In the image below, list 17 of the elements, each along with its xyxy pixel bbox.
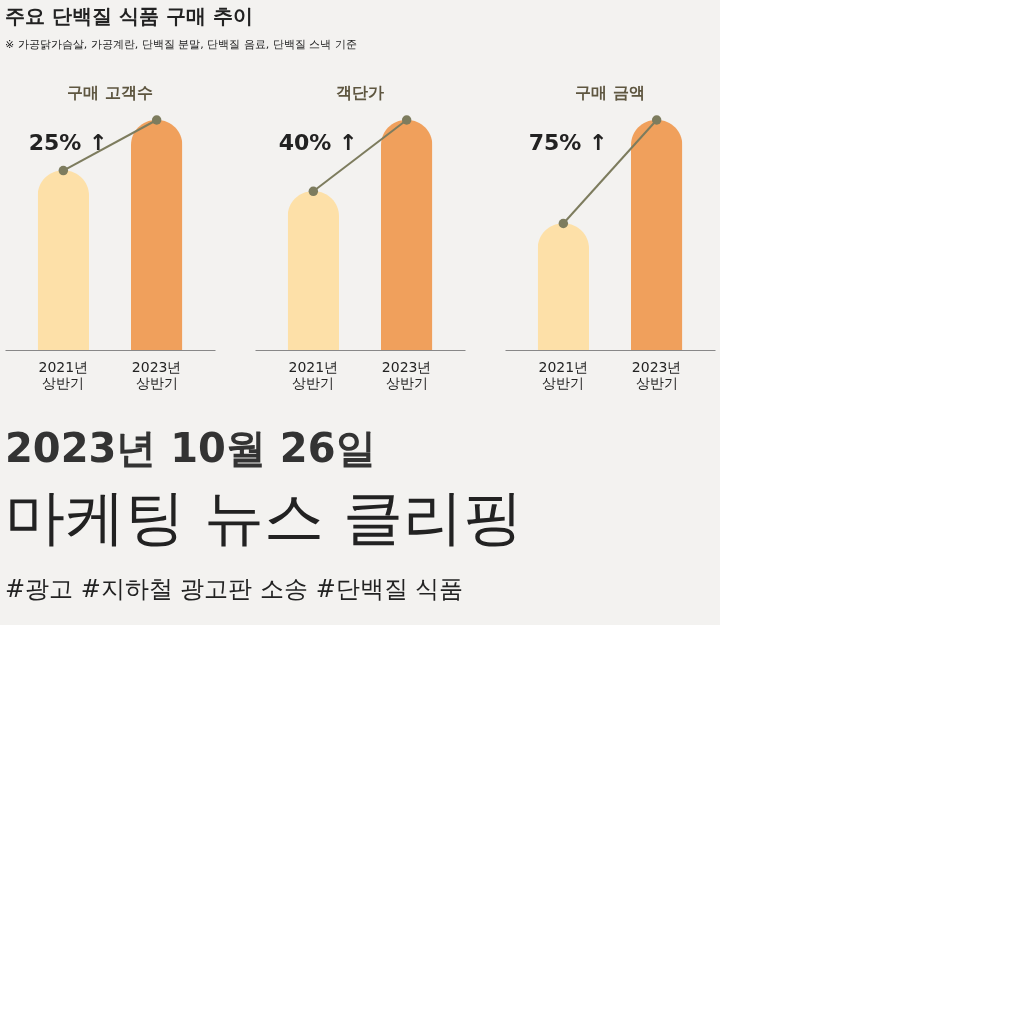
x-tick-label: 2021년 상반기	[538, 358, 589, 391]
x-tick-label: 2023년 상반기	[131, 358, 182, 391]
chart-title: 구매 고객수	[67, 83, 153, 103]
x-tick-label: 2021년 상반기	[288, 358, 339, 391]
annotation: 75% ↑	[528, 130, 608, 155]
x-tick-label: 2021년 상반기	[38, 358, 89, 391]
text: 마케팅 뉴스 클리핑	[5, 482, 524, 552]
text: ※ 가공닭가슴살, 가공계란, 단백질 분말, 단백질 음료, 단백질 스낵 기준	[5, 38, 357, 51]
chart-title: 객단가	[336, 83, 384, 103]
annotation: 40% ↑	[278, 130, 358, 155]
chart-title: 구매 금액	[575, 83, 645, 103]
x-tick-label: 2023년 상반기	[381, 358, 432, 391]
text: 2023년 10월 26일	[5, 425, 376, 471]
text: 주요 단백질 식품 구매 추이	[5, 4, 253, 28]
text: #광고 #지하철 광고판 소송 #단백질 식품	[5, 575, 464, 603]
x-tick-label: 2023년 상반기	[631, 358, 682, 391]
annotation: 25% ↑	[28, 130, 108, 155]
